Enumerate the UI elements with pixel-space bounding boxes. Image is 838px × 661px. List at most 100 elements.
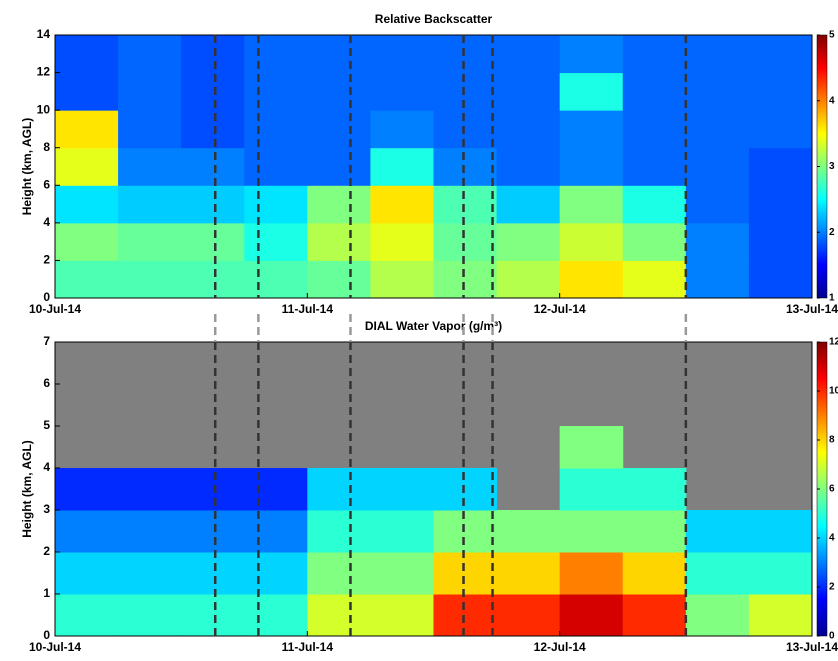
heat-cell — [748, 72, 813, 111]
y-tick-label: 6 — [43, 376, 50, 390]
colorbar-tick-label: 2 — [829, 227, 835, 238]
heat-cell — [559, 594, 624, 637]
heat-cell — [55, 110, 119, 149]
heat-cell — [559, 222, 624, 261]
heat-cell — [55, 147, 119, 186]
heat-cell — [181, 552, 245, 595]
x-tick-label: 12-Jul-14 — [534, 302, 586, 316]
colorbar-tick-label: 5 — [829, 30, 835, 41]
heat-cell — [55, 510, 119, 553]
heat-cell — [433, 594, 498, 637]
y-tick-label: 7 — [43, 334, 50, 348]
heat-cell — [559, 468, 624, 511]
heat-cell — [685, 110, 750, 149]
heat-cell — [307, 594, 371, 637]
heat-cell — [559, 110, 624, 149]
heat-cell — [118, 510, 182, 553]
x-tick-label: 11-Jul-14 — [282, 302, 334, 316]
heat-cell — [370, 510, 434, 553]
colorbar-tick-label: 1 — [829, 293, 835, 304]
colorbar-tick-label: 3 — [829, 161, 835, 172]
heat-cell — [55, 185, 119, 224]
heat-cell — [118, 35, 182, 74]
heat-cell — [370, 468, 434, 511]
y-tick-label: 10 — [37, 102, 51, 116]
heat-cell — [370, 222, 434, 261]
heat-cell — [685, 260, 750, 299]
heat-cell — [118, 222, 182, 261]
heat-cell — [748, 260, 813, 299]
colorbar-tick-label: 10 — [829, 386, 838, 397]
heat-cell — [181, 110, 245, 149]
heat-cell — [559, 185, 624, 224]
heat-cell — [622, 72, 687, 111]
heat-cell — [307, 110, 371, 149]
y-tick-label: 0 — [43, 628, 50, 642]
heat-cell — [181, 594, 245, 637]
heat-cell — [370, 147, 434, 186]
heat-cell — [55, 72, 119, 111]
heat-cell — [307, 72, 371, 111]
heat-cell — [118, 147, 182, 186]
heat-cell — [433, 185, 498, 224]
y-tick-label: 4 — [43, 460, 50, 474]
heat-cell — [181, 222, 245, 261]
y-tick-label: 0 — [43, 290, 50, 304]
heat-cell — [181, 510, 245, 553]
heat-cell — [181, 468, 245, 511]
y-tick-label: 4 — [43, 215, 50, 229]
heat-cell — [118, 594, 182, 637]
y-tick-label: 2 — [43, 544, 50, 558]
heat-cell — [496, 260, 561, 299]
colorbar-tick-label: 4 — [829, 533, 835, 544]
colorbar-tick-label: 6 — [829, 484, 835, 495]
heat-cell — [685, 552, 750, 595]
heat-cell — [244, 72, 308, 111]
y-tick-label: 5 — [43, 418, 50, 432]
heat-cell — [244, 260, 308, 299]
heat-cell — [307, 552, 371, 595]
heat-cell — [244, 35, 308, 74]
heat-cell — [748, 594, 813, 637]
heat-cell — [496, 147, 561, 186]
chart-title: Relative Backscatter — [375, 12, 493, 26]
heat-cell — [622, 185, 687, 224]
heat-cell — [55, 552, 119, 595]
heat-cell — [55, 222, 119, 261]
heat-cell — [181, 35, 245, 74]
heat-cell — [685, 35, 750, 74]
heat-cell — [559, 147, 624, 186]
heat-cell — [622, 222, 687, 261]
heat-cell — [244, 147, 308, 186]
heat-cell — [496, 185, 561, 224]
colorbar-tick-label: 12 — [829, 337, 838, 348]
colorbar-tick-label: 4 — [829, 95, 835, 106]
x-tick-label: 13-Jul-14 — [786, 640, 838, 654]
y-tick-label: 14 — [37, 27, 51, 41]
y-tick-label: 6 — [43, 177, 50, 191]
y-axis-label: Height (km, AGL) — [20, 440, 34, 538]
heat-cell — [559, 510, 624, 553]
heat-cell — [118, 185, 182, 224]
heat-cell — [244, 185, 308, 224]
heat-cell — [244, 552, 308, 595]
heat-cell — [685, 147, 750, 186]
plot-frame — [54, 34, 813, 299]
heat-cell — [370, 35, 434, 74]
heat-cell — [748, 110, 813, 149]
heat-cell — [370, 185, 434, 224]
heat-cell — [244, 468, 308, 511]
heat-cell — [370, 594, 434, 637]
heat-cell — [307, 35, 371, 74]
heat-cell — [496, 110, 561, 149]
heat-cell — [748, 510, 813, 553]
x-tick-label: 11-Jul-14 — [282, 640, 334, 654]
heat-cell — [370, 72, 434, 111]
heat-cell — [622, 35, 687, 74]
heat-cell — [244, 222, 308, 261]
heat-cell — [55, 468, 119, 511]
heat-cell — [496, 552, 561, 595]
heat-cell — [433, 147, 498, 186]
colorbar-tick-label: 0 — [829, 631, 835, 642]
